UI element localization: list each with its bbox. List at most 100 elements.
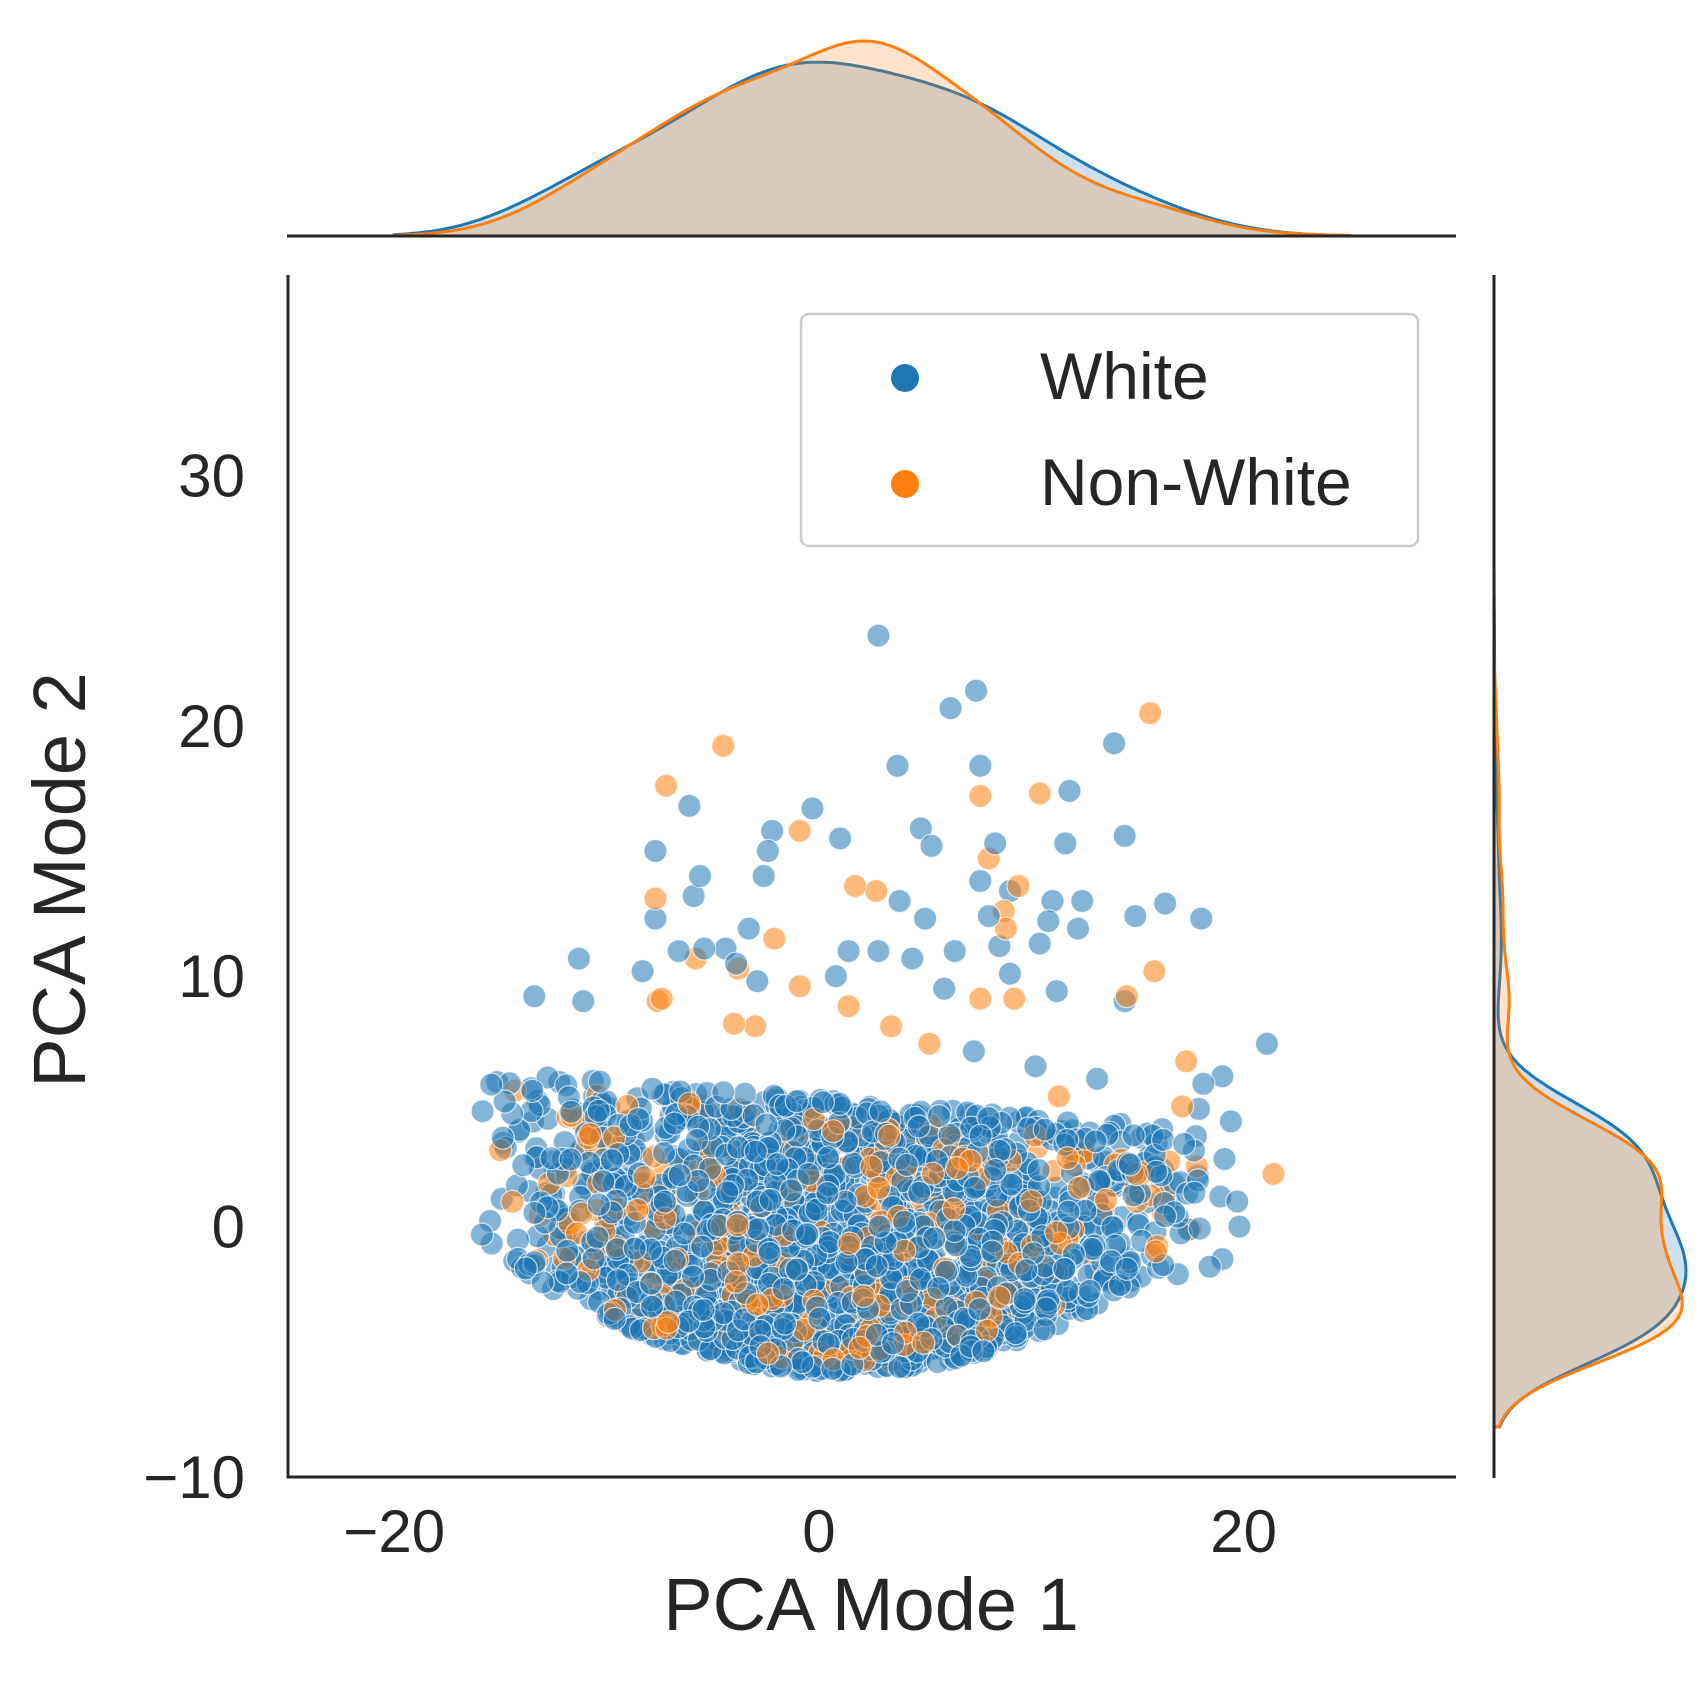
- scatter-point-non-white: [1174, 1049, 1199, 1074]
- scatter-point-white: [1121, 1123, 1146, 1148]
- scatter-point-white: [794, 1221, 820, 1247]
- scatter-point-white: [815, 1180, 840, 1206]
- scatter-point-non-white: [762, 926, 787, 951]
- scatter-point-white: [771, 1276, 796, 1302]
- scatter-point-white: [967, 1297, 992, 1322]
- scatter-point-non-white: [836, 994, 861, 1019]
- scatter-point-white: [1191, 1071, 1216, 1096]
- scatter-point-non-white: [968, 783, 993, 809]
- scatter-point-white: [1036, 908, 1061, 934]
- scatter-point-non-white: [787, 974, 812, 999]
- scatter-point-white: [1027, 931, 1052, 956]
- scatter-point-white: [919, 833, 944, 859]
- scatter-point-white: [1152, 891, 1178, 916]
- scatter-point-white: [479, 1072, 504, 1097]
- scatter-point-non-white: [1002, 986, 1027, 1011]
- scatter-point-white: [715, 1180, 740, 1205]
- scatter-point-non-white: [1142, 959, 1167, 984]
- legend-frame: [799, 312, 1420, 548]
- scatter-point-white: [926, 1275, 951, 1301]
- scatter-point-white: [999, 1172, 1024, 1197]
- scatter-point-white: [938, 696, 963, 721]
- scatter-point-white: [772, 1311, 798, 1336]
- scatter-point-white: [522, 984, 547, 1009]
- right-marginal-kde: [1492, 275, 1688, 1429]
- scatter-point-white: [662, 1111, 687, 1136]
- scatter-point-white: [1026, 1157, 1051, 1183]
- scatter-point-white: [555, 1238, 580, 1264]
- scatter-point-white: [885, 753, 910, 778]
- scatter-point-white: [566, 946, 592, 971]
- scatter-point-non-white: [878, 1014, 904, 1039]
- scatter-point-white: [1070, 888, 1095, 914]
- scatter-point-white: [571, 989, 596, 1014]
- scatter-point-white: [711, 1080, 736, 1105]
- scatter-point-white: [667, 1163, 692, 1188]
- scatter-point-white: [867, 1214, 892, 1239]
- scatter-point-non-white: [1006, 873, 1031, 899]
- scatter-point-white: [900, 946, 925, 971]
- scatter-point-white: [1023, 1054, 1048, 1079]
- scatter-point-white: [961, 1039, 987, 1064]
- scatter-point-non-white: [876, 1123, 902, 1148]
- scatter-point-non-white: [842, 873, 868, 899]
- scatter-point-white: [784, 1257, 810, 1282]
- scatter-point-white: [626, 1106, 651, 1132]
- scatter-point-white: [591, 1169, 616, 1194]
- scatter-point-white: [1212, 1146, 1237, 1172]
- scatter-point-white: [751, 863, 776, 889]
- scatter-point-white: [470, 1099, 495, 1124]
- scatter-point-white: [942, 1218, 967, 1244]
- scatter-point-white: [513, 1256, 538, 1281]
- x-tick-label: −20: [343, 1498, 445, 1565]
- scatter-points: [469, 623, 1286, 1384]
- scatter-point-white: [689, 1234, 715, 1259]
- legend-marker-non-white: [891, 470, 919, 498]
- scatter-point-white: [745, 1217, 771, 1242]
- scatter-point-white: [754, 1112, 779, 1137]
- scatter-point-white: [469, 1222, 494, 1247]
- scatter-point-white: [880, 1331, 906, 1356]
- scatter-point-non-white: [1066, 1175, 1092, 1201]
- scatter-point-white: [643, 838, 668, 864]
- scatter-point-white: [640, 1076, 665, 1101]
- scatter-point-non-white: [1093, 1187, 1119, 1212]
- scatter-point-white: [1197, 1254, 1222, 1279]
- scatter-point-white: [558, 1147, 583, 1172]
- scatter-point-white: [800, 796, 825, 821]
- scatter-point-white: [1044, 979, 1069, 1004]
- scatter-point-white: [866, 938, 891, 964]
- scatter-point-white: [520, 1078, 545, 1103]
- scatter-point-white: [639, 1294, 665, 1319]
- scatter-point-white: [868, 1099, 893, 1124]
- scatter-point-non-white: [859, 1154, 884, 1179]
- scatter-point-non-white: [866, 1175, 892, 1201]
- scatter-point-white: [908, 816, 933, 841]
- scatter-point-non-white: [500, 1189, 525, 1214]
- scatter-point-white: [836, 938, 861, 964]
- scatter-point-non-white: [987, 1285, 1012, 1310]
- scatter-point-white: [1032, 1317, 1057, 1342]
- scatter-point-white: [622, 1236, 647, 1261]
- legend-label-non-white: Non-White: [1040, 445, 1352, 519]
- scatter-point-non-white: [851, 1283, 876, 1309]
- scatter-point-non-white: [1019, 1189, 1044, 1214]
- legend-marker-white: [891, 364, 919, 392]
- scatter-point-white: [1152, 1204, 1178, 1229]
- scatter-point-white: [1040, 888, 1065, 914]
- scatter-point-non-white: [1143, 1239, 1169, 1264]
- scatter-point-non-white: [755, 1341, 781, 1366]
- scatter-point-white: [677, 793, 702, 819]
- scatter-point-white: [1121, 1183, 1146, 1208]
- scatter-point-white: [599, 1148, 624, 1173]
- x-tick-label: 20: [1210, 1498, 1277, 1565]
- legend-label-white: White: [1040, 339, 1209, 413]
- scatter-point-white: [605, 1267, 631, 1293]
- scatter-point-white: [554, 1261, 579, 1286]
- scatter-point-white: [979, 1239, 1005, 1264]
- scatter-point-white: [691, 1297, 716, 1323]
- scatter-point-white: [1112, 823, 1137, 849]
- scatter-point-white: [585, 1225, 610, 1250]
- scatter-point-white: [1182, 1180, 1207, 1205]
- scatter-point-white: [1014, 1258, 1039, 1283]
